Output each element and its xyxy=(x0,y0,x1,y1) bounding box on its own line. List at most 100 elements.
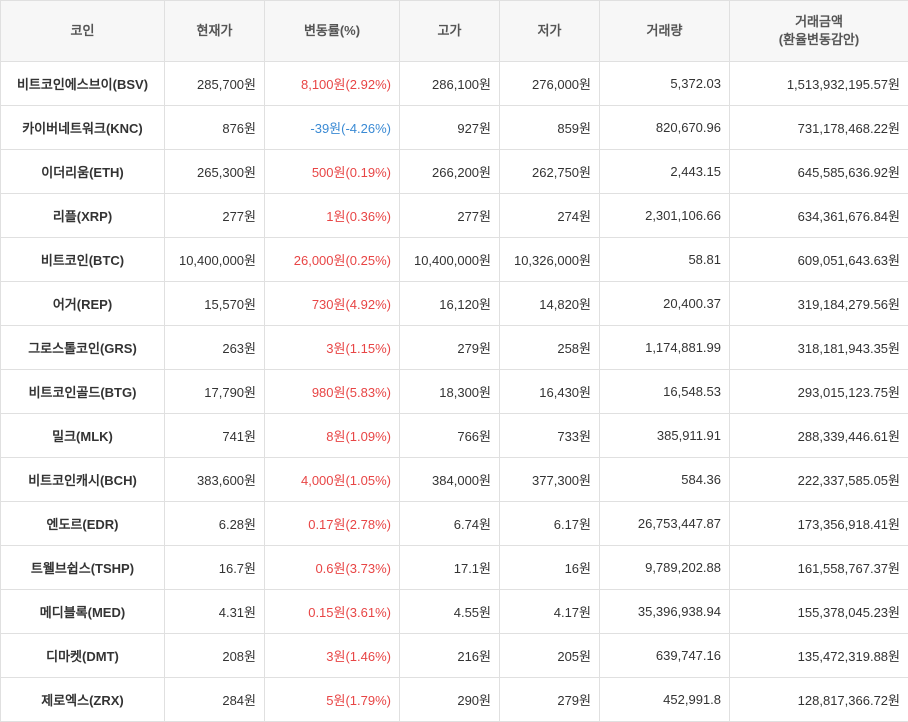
volume-cell: 2,443.15 xyxy=(600,150,730,194)
amount-cell: 634,361,676.84원 xyxy=(730,194,908,238)
volume-cell: 2,301,106.66 xyxy=(600,194,730,238)
table-row[interactable]: 트웰브쉽스(TSHP)16.7원0.6원(3.73%)17.1원16원9,789… xyxy=(1,546,908,590)
amount-cell: 609,051,643.63원 xyxy=(730,238,908,282)
coin-name-cell: 그로스톨코인(GRS) xyxy=(1,326,165,370)
amount-cell: 731,178,468.22원 xyxy=(730,106,908,150)
low-cell: 274원 xyxy=(500,194,600,238)
table-row[interactable]: 엔도르(EDR)6.28원0.17원(2.78%)6.74원6.17원26,75… xyxy=(1,502,908,546)
coin-name-cell: 비트코인골드(BTG) xyxy=(1,370,165,414)
volume-cell: 5,372.03 xyxy=(600,62,730,106)
high-cell: 10,400,000원 xyxy=(400,238,500,282)
col-header-high[interactable]: 고가 xyxy=(400,1,500,62)
price-cell: 6.28원 xyxy=(165,502,265,546)
coin-name-cell: 이더리움(ETH) xyxy=(1,150,165,194)
low-cell: 258원 xyxy=(500,326,600,370)
amount-cell: 161,558,767.37원 xyxy=(730,546,908,590)
amount-cell: 319,184,279.56원 xyxy=(730,282,908,326)
price-cell: 383,600원 xyxy=(165,458,265,502)
coin-name-cell: 비트코인(BTC) xyxy=(1,238,165,282)
table-row[interactable]: 그로스톨코인(GRS)263원3원(1.15%)279원258원1,174,88… xyxy=(1,326,908,370)
low-cell: 6.17원 xyxy=(500,502,600,546)
amount-cell: 135,472,319.88원 xyxy=(730,634,908,678)
table-row[interactable]: 비트코인골드(BTG)17,790원980원(5.83%)18,300원16,4… xyxy=(1,370,908,414)
table-row[interactable]: 밀크(MLK)741원8원(1.09%)766원733원385,911.9128… xyxy=(1,414,908,458)
amount-cell: 645,585,636.92원 xyxy=(730,150,908,194)
coin-name-cell: 밀크(MLK) xyxy=(1,414,165,458)
low-cell: 733원 xyxy=(500,414,600,458)
change-cell: 0.17원(2.78%) xyxy=(265,502,400,546)
low-cell: 377,300원 xyxy=(500,458,600,502)
table-header-row: 코인현재가변동률(%)고가저가거래량거래금액(환율변동감안) xyxy=(1,1,908,62)
change-cell: 1원(0.36%) xyxy=(265,194,400,238)
high-cell: 279원 xyxy=(400,326,500,370)
change-cell: 980원(5.83%) xyxy=(265,370,400,414)
volume-cell: 58.81 xyxy=(600,238,730,282)
low-cell: 859원 xyxy=(500,106,600,150)
coin-name-cell: 리플(XRP) xyxy=(1,194,165,238)
low-cell: 4.17원 xyxy=(500,590,600,634)
coin-name-cell: 디마켓(DMT) xyxy=(1,634,165,678)
col-header-change[interactable]: 변동률(%) xyxy=(265,1,400,62)
table-row[interactable]: 비트코인에스브이(BSV)285,700원8,100원(2.92%)286,10… xyxy=(1,62,908,106)
amount-cell: 173,356,918.41원 xyxy=(730,502,908,546)
change-cell: 0.15원(3.61%) xyxy=(265,590,400,634)
change-cell: 8,100원(2.92%) xyxy=(265,62,400,106)
coin-name-cell: 트웰브쉽스(TSHP) xyxy=(1,546,165,590)
volume-cell: 35,396,938.94 xyxy=(600,590,730,634)
high-cell: 266,200원 xyxy=(400,150,500,194)
low-cell: 16원 xyxy=(500,546,600,590)
table-row[interactable]: 디마켓(DMT)208원3원(1.46%)216원205원639,747.161… xyxy=(1,634,908,678)
high-cell: 4.55원 xyxy=(400,590,500,634)
high-cell: 16,120원 xyxy=(400,282,500,326)
table-row[interactable]: 리플(XRP)277원1원(0.36%)277원274원2,301,106.66… xyxy=(1,194,908,238)
high-cell: 277원 xyxy=(400,194,500,238)
table-row[interactable]: 비트코인(BTC)10,400,000원26,000원(0.25%)10,400… xyxy=(1,238,908,282)
high-cell: 286,100원 xyxy=(400,62,500,106)
change-cell: 8원(1.09%) xyxy=(265,414,400,458)
high-cell: 18,300원 xyxy=(400,370,500,414)
price-cell: 741원 xyxy=(165,414,265,458)
price-cell: 876원 xyxy=(165,106,265,150)
volume-cell: 9,789,202.88 xyxy=(600,546,730,590)
price-cell: 263원 xyxy=(165,326,265,370)
change-cell: 26,000원(0.25%) xyxy=(265,238,400,282)
table-body: 비트코인에스브이(BSV)285,700원8,100원(2.92%)286,10… xyxy=(1,62,908,722)
price-cell: 15,570원 xyxy=(165,282,265,326)
low-cell: 10,326,000원 xyxy=(500,238,600,282)
table-row[interactable]: 메디블록(MED)4.31원0.15원(3.61%)4.55원4.17원35,3… xyxy=(1,590,908,634)
price-cell: 208원 xyxy=(165,634,265,678)
coin-name-cell: 어거(REP) xyxy=(1,282,165,326)
table-row[interactable]: 카이버네트워크(KNC)876원-39원(-4.26%)927원859원820,… xyxy=(1,106,908,150)
crypto-price-table: 코인현재가변동률(%)고가저가거래량거래금액(환율변동감안) 비트코인에스브이(… xyxy=(0,0,908,722)
low-cell: 262,750원 xyxy=(500,150,600,194)
amount-cell: 222,337,585.05원 xyxy=(730,458,908,502)
high-cell: 384,000원 xyxy=(400,458,500,502)
table-row[interactable]: 어거(REP)15,570원730원(4.92%)16,120원14,820원2… xyxy=(1,282,908,326)
coin-name-cell: 엔도르(EDR) xyxy=(1,502,165,546)
price-cell: 17,790원 xyxy=(165,370,265,414)
change-cell: 3원(1.15%) xyxy=(265,326,400,370)
coin-name-cell: 비트코인에스브이(BSV) xyxy=(1,62,165,106)
col-header-coin[interactable]: 코인 xyxy=(1,1,165,62)
high-cell: 17.1원 xyxy=(400,546,500,590)
change-cell: 3원(1.46%) xyxy=(265,634,400,678)
low-cell: 205원 xyxy=(500,634,600,678)
low-cell: 14,820원 xyxy=(500,282,600,326)
price-cell: 10,400,000원 xyxy=(165,238,265,282)
volume-cell: 385,911.91 xyxy=(600,414,730,458)
col-header-low[interactable]: 저가 xyxy=(500,1,600,62)
coin-name-cell: 카이버네트워크(KNC) xyxy=(1,106,165,150)
volume-cell: 820,670.96 xyxy=(600,106,730,150)
high-cell: 6.74원 xyxy=(400,502,500,546)
amount-cell: 293,015,123.75원 xyxy=(730,370,908,414)
col-header-amount[interactable]: 거래금액(환율변동감안) xyxy=(730,1,908,62)
col-header-volume[interactable]: 거래량 xyxy=(600,1,730,62)
change-cell: 4,000원(1.05%) xyxy=(265,458,400,502)
table-row[interactable]: 이더리움(ETH)265,300원500원(0.19%)266,200원262,… xyxy=(1,150,908,194)
volume-cell: 639,747.16 xyxy=(600,634,730,678)
amount-cell: 288,339,446.61원 xyxy=(730,414,908,458)
amount-cell: 318,181,943.35원 xyxy=(730,326,908,370)
table-row[interactable]: 비트코인캐시(BCH)383,600원4,000원(1.05%)384,000원… xyxy=(1,458,908,502)
high-cell: 766원 xyxy=(400,414,500,458)
col-header-price[interactable]: 현재가 xyxy=(165,1,265,62)
